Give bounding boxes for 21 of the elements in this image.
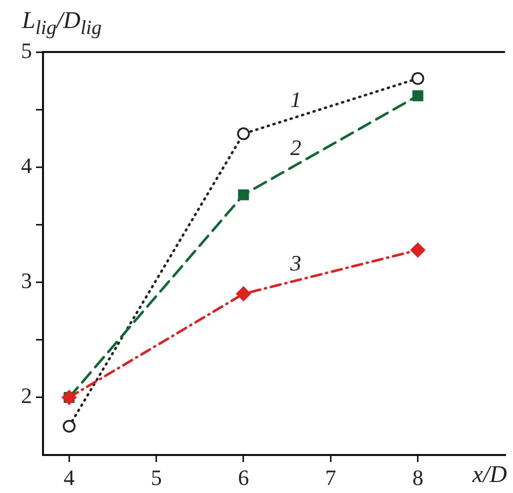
series-label: 1 (290, 86, 302, 112)
x-tick-label: 7 (325, 464, 336, 490)
series-label: 2 (290, 134, 302, 160)
point (238, 189, 249, 200)
point (410, 242, 426, 258)
point (62, 420, 76, 433)
x-tick-label: 4 (64, 464, 75, 490)
y-tick-label: 2 (21, 383, 32, 408)
y-tick-label: 5 (21, 38, 32, 63)
x-tick-label: 5 (150, 464, 162, 490)
x-tick-label: 6 (238, 464, 249, 490)
point (236, 286, 251, 302)
y-tick-label: 4 (21, 152, 32, 178)
x-axis-title: x/D (472, 462, 507, 489)
series-label: 3 (289, 250, 302, 276)
point (411, 72, 424, 85)
y-tick-label: 3 (21, 268, 32, 294)
x-tick-label: 8 (412, 464, 424, 490)
point (412, 90, 424, 102)
point (237, 127, 250, 140)
y-axis-title: L$_{lig}$/D$_{lig}$ (22, 8, 102, 39)
